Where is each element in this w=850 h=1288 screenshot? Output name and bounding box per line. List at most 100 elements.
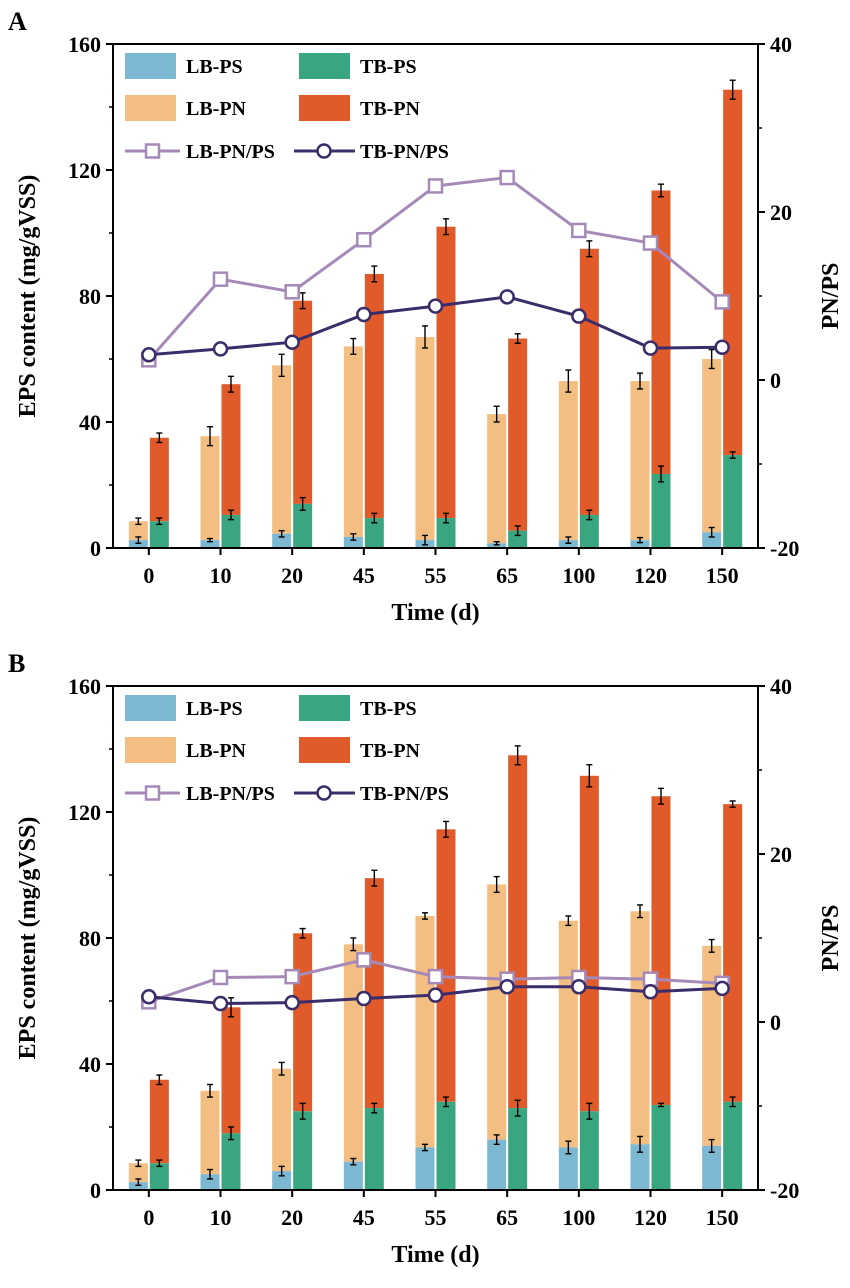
x-tick-label: 150 [706,563,739,588]
y-tick-label: 40 [79,410,101,435]
x-axis-label: Time (d) [391,600,479,626]
bar-tb-pn [364,273,384,519]
ratio-marker-tb [427,298,444,314]
legend-label-lb-ps: LB-PS [186,698,243,720]
bar-lb-ps [272,1171,292,1190]
bar-tb-pn [364,878,384,1109]
bar-lb-ps [487,1139,507,1190]
y2-tick-label: -20 [770,536,799,561]
bar-lb-pn [128,1163,148,1183]
bar-tb-pn [221,384,241,515]
bar-tb-pn [436,226,456,519]
legend-swatch-tb-ps [299,53,350,79]
legend-swatch-lb-ps [125,53,176,79]
ratio-line-lb [147,176,724,361]
x-tick-label: 150 [706,1205,739,1230]
y2-tick-label: 40 [770,32,792,57]
y-tick-label: 120 [68,158,101,183]
bar-lb-pn [487,414,507,544]
bar-tb-ps [221,514,241,548]
ratio-marker-tb [141,989,157,1005]
y2-tick-label: -20 [770,1178,799,1203]
ratio-marker-tb [284,334,300,350]
bar-lb-ps [200,1174,220,1190]
legend-swatch-tb-ps [299,695,350,721]
bar-tb-ps [436,1101,456,1190]
bar-tb-pn [651,190,671,474]
bar-tb-pn [149,437,169,522]
x-tick-label: 45 [353,563,375,588]
bar-lb-pn [487,884,507,1140]
bar-tb-pn [293,300,313,504]
bar-tb-pn [293,933,313,1112]
bar-lb-pn [702,359,722,533]
bar-tb-ps [436,518,456,548]
ratio-marker-lb [571,222,587,239]
x-tick-label: 120 [634,563,667,588]
bar-lb-ps [487,543,507,548]
bar-lb-pn [415,915,435,1148]
bar-lb-ps [558,1147,578,1190]
ratio-marker-tb [714,980,730,997]
bar-lb-pn [272,1068,292,1172]
bar-tb-ps [293,503,313,548]
ratio-marker-tb [642,340,659,356]
bar-tb-ps [149,521,169,548]
legend-swatch-tb-pn [299,737,350,763]
bar-lb-pn [630,381,650,541]
y-tick-label: 120 [68,800,101,825]
y-tick-label: 40 [79,1052,101,1077]
x-tick-label: 65 [496,1205,518,1230]
bar-lb-pn [343,346,363,537]
bar-lb-ps [128,1182,148,1190]
ratio-marker-tb [212,341,229,357]
y-tick-label: 160 [68,674,101,699]
ratio-marker-lb [642,971,659,987]
legend-label-tb-ps: TB-PS [360,698,417,720]
bar-tb-pn [508,338,528,531]
bar-lb-ps [702,1145,722,1190]
ratio-marker-lb [356,231,372,248]
legend-label-tb-pn: TB-PN [360,740,421,762]
bar-lb-ps [415,1147,435,1190]
legend-marker-lb-ratio [144,785,161,801]
panel-label: B [8,649,25,678]
ratio-marker-tb [499,289,515,305]
bar-tb-ps [651,1104,671,1190]
legend-label-tb-ratio: TB-PN/PS [360,783,449,805]
x-tick-label: 100 [562,1205,595,1230]
bar-tb-ps [364,1108,384,1190]
bar-tb-pn [436,829,456,1102]
bar-lb-pn [343,944,363,1162]
bar-tb-ps [579,514,599,548]
y2-tick-label: 0 [770,368,781,393]
legend-swatch-lb-pn [125,95,176,121]
x-tick-label: 10 [210,1205,232,1230]
legend-label-lb-ps: LB-PS [186,56,243,78]
ratio-marker-tb [714,339,730,355]
bar-tb-pn [723,804,743,1102]
ratio-marker-tb [356,990,372,1007]
bar-tb-ps [221,1133,241,1190]
ratio-marker-tb [571,978,587,995]
bar-tb-ps [651,473,671,548]
x-tick-label: 45 [353,1205,375,1230]
bar-lb-ps [128,540,148,548]
bar-tb-ps [723,1101,743,1190]
bar-tb-pn [221,1007,241,1134]
y2-tick-label: 20 [770,200,792,225]
bar-lb-pn [630,911,650,1145]
ratio-marker-tb [571,308,587,324]
bar-tb-ps [579,1111,599,1190]
y2-tick-label: 0 [770,1010,781,1035]
bar-tb-ps [723,455,743,548]
ratio-marker-lb [356,952,372,968]
bar-lb-pn [200,1090,220,1175]
x-tick-label: 55 [425,1205,447,1230]
ratio-marker-tb [212,995,229,1012]
x-tick-label: 55 [425,563,447,588]
ratio-marker-lb [427,968,444,985]
x-tick-label: 0 [143,563,154,588]
x-tick-label: 20 [281,1205,303,1230]
